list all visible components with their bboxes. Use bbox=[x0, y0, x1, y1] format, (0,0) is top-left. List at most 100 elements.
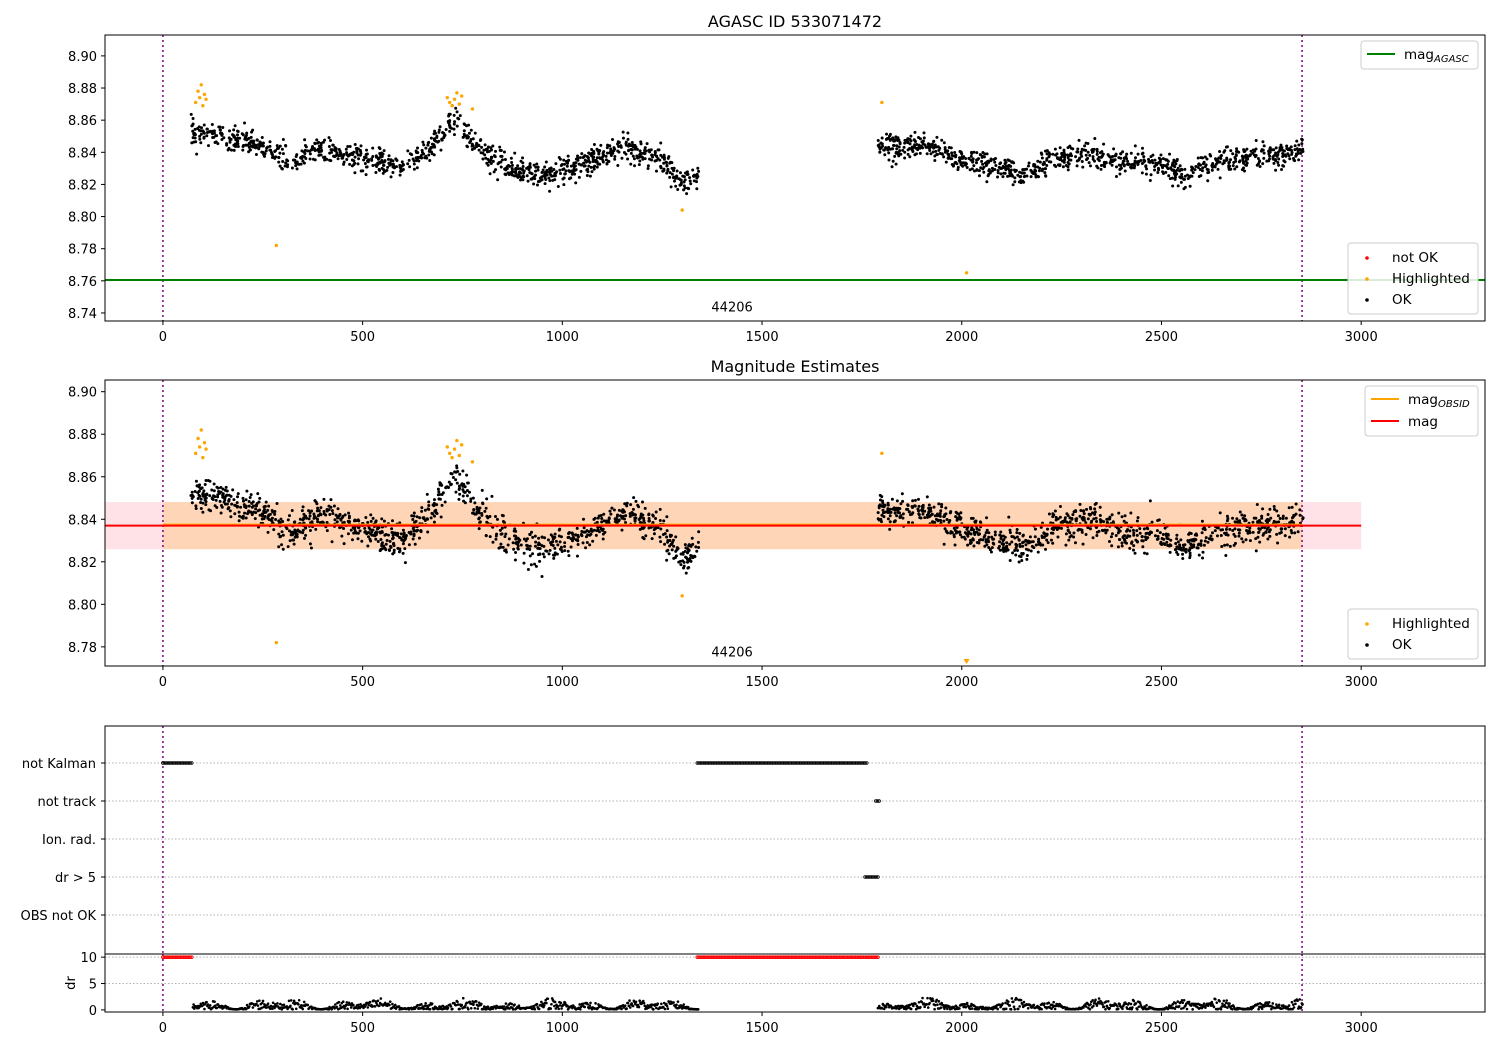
ok-point bbox=[935, 512, 939, 516]
ok-point bbox=[1225, 145, 1229, 149]
ok-point bbox=[325, 509, 329, 513]
ok-point bbox=[368, 527, 372, 531]
ok-point bbox=[1046, 541, 1050, 545]
ok-point bbox=[1047, 512, 1051, 516]
ok-point bbox=[1225, 156, 1229, 160]
ok-point bbox=[1028, 535, 1032, 539]
dr-point bbox=[393, 1003, 397, 1007]
ok-point bbox=[1161, 170, 1165, 174]
ok-point bbox=[1166, 537, 1170, 541]
ok-point bbox=[566, 154, 570, 158]
ok-point bbox=[1166, 162, 1170, 166]
ok-point bbox=[620, 516, 624, 520]
ok-point bbox=[204, 478, 208, 482]
ok-point bbox=[1111, 520, 1115, 524]
highlighted-point bbox=[964, 271, 969, 275]
ok-point bbox=[412, 511, 416, 515]
ok-point bbox=[1095, 520, 1099, 524]
ok-point bbox=[643, 506, 647, 510]
ok-point bbox=[454, 490, 458, 494]
ok-point bbox=[886, 501, 890, 505]
ok-point bbox=[979, 538, 983, 542]
ok-point bbox=[1138, 531, 1142, 535]
ok-point bbox=[672, 544, 676, 548]
ok-point bbox=[1032, 170, 1036, 174]
ok-point bbox=[307, 517, 311, 521]
ok-point bbox=[1140, 535, 1144, 539]
ok-point bbox=[586, 167, 590, 171]
ok-point bbox=[1170, 168, 1174, 172]
ok-point bbox=[494, 149, 498, 153]
ok-point bbox=[641, 535, 645, 539]
dr-point bbox=[216, 1003, 220, 1006]
ok-point bbox=[1005, 544, 1009, 548]
ok-point bbox=[231, 488, 235, 492]
ok-point bbox=[996, 171, 1000, 175]
ok-point bbox=[1203, 165, 1207, 169]
ok-point bbox=[302, 536, 306, 540]
ok-point bbox=[244, 504, 248, 508]
ok-point bbox=[501, 514, 505, 518]
ok-point bbox=[659, 141, 663, 145]
ok-point bbox=[499, 160, 503, 164]
ok-point bbox=[971, 528, 975, 532]
ok-point bbox=[1293, 144, 1297, 148]
ok-point bbox=[601, 537, 605, 541]
ok-point bbox=[379, 153, 383, 157]
ok-point bbox=[977, 528, 981, 532]
ok-point bbox=[1181, 552, 1185, 556]
ok-point bbox=[1080, 154, 1084, 158]
ok-point bbox=[351, 153, 355, 157]
ok-point bbox=[310, 147, 314, 151]
ok-point bbox=[412, 162, 416, 166]
ok-point bbox=[197, 489, 201, 493]
ok-point bbox=[483, 509, 487, 513]
ok-point bbox=[233, 124, 237, 128]
ok-point bbox=[298, 517, 302, 521]
ok-point bbox=[971, 160, 975, 164]
ok-point bbox=[267, 504, 271, 508]
ok-point bbox=[1260, 514, 1264, 518]
ok-point bbox=[342, 542, 346, 546]
ok-point bbox=[662, 155, 666, 159]
ok-point bbox=[1241, 156, 1245, 160]
dr-point bbox=[630, 1002, 634, 1005]
ok-point bbox=[575, 554, 579, 558]
ok-point bbox=[913, 153, 917, 157]
ok-point bbox=[379, 547, 383, 551]
ok-point bbox=[1105, 520, 1109, 524]
ok-point bbox=[353, 171, 357, 175]
ok-point bbox=[1199, 539, 1203, 543]
ok-point bbox=[567, 530, 571, 534]
ok-point bbox=[1258, 519, 1262, 523]
dr-point bbox=[343, 1007, 346, 1010]
ok-point bbox=[528, 548, 532, 552]
ok-point bbox=[585, 541, 589, 545]
ok-point bbox=[417, 536, 421, 540]
ok-point bbox=[883, 503, 887, 507]
ok-point bbox=[281, 138, 285, 142]
ok-point bbox=[542, 555, 546, 559]
ok-point bbox=[1175, 550, 1179, 554]
ok-point bbox=[249, 139, 253, 143]
ok-point bbox=[954, 531, 958, 535]
ok-point bbox=[1065, 153, 1069, 157]
ok-point bbox=[301, 505, 305, 509]
highlighted-point bbox=[448, 100, 452, 105]
ok-point bbox=[437, 128, 441, 132]
ok-point bbox=[908, 142, 912, 146]
ok-point bbox=[265, 146, 269, 150]
ok-point bbox=[358, 529, 362, 533]
ok-point bbox=[1284, 516, 1288, 520]
ok-point bbox=[1045, 532, 1049, 536]
ok-point bbox=[470, 142, 474, 146]
ok-point bbox=[1056, 535, 1060, 539]
ok-point bbox=[1254, 139, 1258, 143]
ok-point bbox=[1042, 535, 1046, 539]
ok-point bbox=[1133, 156, 1137, 160]
ok-point bbox=[1276, 161, 1280, 165]
ok-point bbox=[1068, 520, 1072, 524]
ok-point bbox=[1066, 529, 1070, 533]
ok-point bbox=[522, 537, 526, 541]
ok-point bbox=[374, 171, 378, 175]
